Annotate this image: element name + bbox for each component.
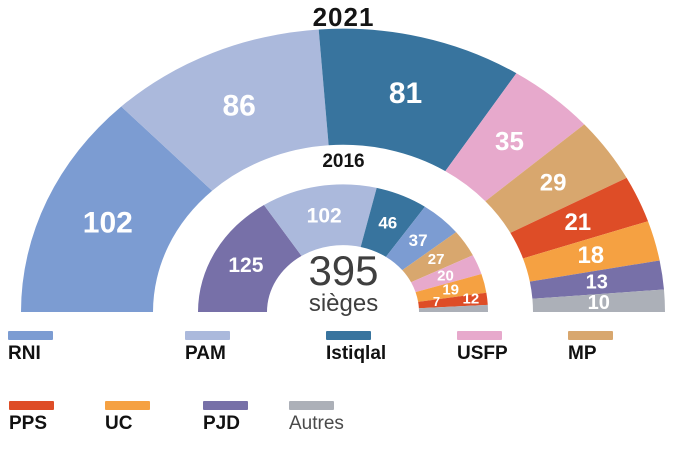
segment-label-2021-pps: 21 bbox=[564, 209, 591, 236]
chart-title-2021: 2021 bbox=[312, 2, 375, 32]
inner-ring-label-2016: 2016 bbox=[322, 151, 365, 172]
legend-label-usfp: USFP bbox=[457, 343, 508, 364]
segment-label-2021-uc: 18 bbox=[577, 242, 604, 269]
legend-item-pam: PAM bbox=[185, 331, 305, 365]
legend-swatch-uc bbox=[105, 401, 150, 410]
segment-label-2016-autres: 7 bbox=[433, 294, 440, 309]
legend-item-usfp: USFP bbox=[457, 331, 577, 365]
total-seats-value: 395 bbox=[308, 247, 379, 294]
segment-2021-rni bbox=[21, 106, 213, 313]
segment-2016-usfp bbox=[411, 255, 482, 293]
segment-label-2016-mp: 27 bbox=[428, 251, 445, 268]
segment-label-2016-istiqlal: 46 bbox=[378, 214, 397, 233]
legend-label-uc: UC bbox=[105, 413, 133, 434]
legend-item-uc: UC bbox=[105, 401, 225, 435]
legend-label-rni: RNI bbox=[8, 343, 41, 364]
legend-label-pam: PAM bbox=[185, 343, 226, 364]
legend-swatch-pam bbox=[185, 331, 230, 340]
segment-label-2021-usfp: 35 bbox=[495, 126, 524, 156]
legend-item-autres: Autres bbox=[289, 401, 409, 435]
legend-swatch-mp bbox=[568, 331, 613, 340]
legend-swatch-pjd bbox=[203, 401, 248, 410]
segment-2021-istiqlal bbox=[318, 28, 517, 172]
legend-label-istiqlal: Istiqlal bbox=[326, 343, 387, 364]
segment-label-2021-rni: 102 bbox=[83, 207, 133, 240]
segment-2021-usfp bbox=[445, 73, 585, 202]
legend-item-istiqlal: Istiqlal bbox=[326, 331, 446, 365]
segment-2016-pam bbox=[263, 184, 377, 256]
segment-label-2021-mp: 29 bbox=[540, 170, 567, 197]
legend-item-pjd: PJD bbox=[203, 401, 323, 435]
legend-label-mp: MP bbox=[568, 343, 597, 364]
segment-label-2021-istiqlal: 81 bbox=[389, 77, 422, 110]
legend-label-pjd: PJD bbox=[203, 413, 240, 434]
segment-2021-pjd bbox=[529, 260, 664, 299]
segment-label-2021-pjd: 13 bbox=[586, 272, 608, 294]
legend-label-pps: PPS bbox=[9, 413, 48, 434]
legend-swatch-autres bbox=[289, 401, 334, 410]
segment-2016-pjd bbox=[198, 205, 302, 312]
segment-label-2016-rni: 37 bbox=[409, 231, 428, 250]
segment-2021-autres bbox=[532, 289, 665, 312]
segment-2016-istiqlal bbox=[360, 187, 425, 257]
segment-label-2016-pam: 102 bbox=[307, 205, 342, 228]
segment-2016-uc bbox=[415, 274, 487, 302]
segment-2021-pps bbox=[510, 177, 649, 259]
legend-item-rni: RNI bbox=[8, 331, 128, 365]
segment-2021-mp bbox=[485, 124, 627, 233]
segment-2016-mp bbox=[402, 232, 473, 283]
segment-2016-pps bbox=[418, 292, 488, 309]
segment-label-2016-usfp: 20 bbox=[437, 267, 454, 284]
segment-label-2016-pps: 12 bbox=[463, 291, 480, 308]
legend-swatch-rni bbox=[8, 331, 53, 340]
legend-item-pps: PPS bbox=[9, 401, 129, 435]
legend-swatch-pps bbox=[9, 401, 54, 410]
legend-label-autres: Autres bbox=[289, 413, 344, 434]
segment-label-2016-pjd: 125 bbox=[228, 254, 263, 277]
legend-swatch-usfp bbox=[457, 331, 502, 340]
segment-label-2016-uc: 19 bbox=[442, 282, 459, 299]
segment-label-2021-pam: 86 bbox=[223, 90, 256, 123]
total-seats-unit: sièges bbox=[308, 290, 379, 317]
segment-2021-pam bbox=[121, 29, 329, 191]
segment-2021-uc bbox=[522, 221, 660, 282]
segment-label-2021-autres: 10 bbox=[588, 292, 610, 314]
legend-swatch-istiqlal bbox=[326, 331, 371, 340]
segment-2016-rni bbox=[385, 206, 457, 271]
legend-item-mp: MP bbox=[568, 331, 687, 365]
segment-2016-autres bbox=[418, 304, 488, 312]
